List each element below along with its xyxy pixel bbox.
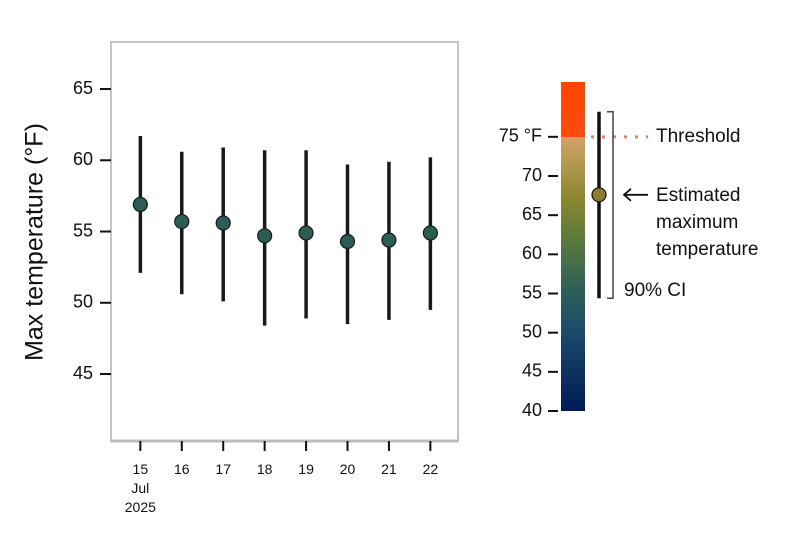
- plot-frame: [110, 41, 459, 442]
- y-tick-label: 55: [73, 220, 93, 240]
- y-tick-label: 45: [73, 363, 93, 383]
- colorbar-tick-label: 65: [522, 204, 542, 224]
- point: [174, 213, 190, 230]
- point: [422, 225, 438, 241]
- legend-point: [591, 187, 607, 203]
- point: [339, 233, 356, 250]
- point: [381, 232, 397, 248]
- colorbar-tick-label: 55: [522, 282, 542, 302]
- threshold-label: Threshold: [656, 126, 741, 147]
- ci-bracket: [607, 111, 614, 299]
- colorbar-tick-label: 75 °F: [499, 126, 542, 146]
- x-tick-label: 18: [257, 461, 273, 477]
- point: [298, 225, 314, 241]
- colorbar-tick-label: 60: [522, 243, 542, 263]
- x-tick-label: 22: [423, 461, 439, 477]
- colorbar-tick-label: 70: [522, 165, 542, 185]
- y-tick-label: 60: [73, 149, 93, 169]
- colorbar-tick-label: 40: [522, 400, 542, 420]
- x-tick-label: 19: [298, 461, 314, 477]
- point: [215, 215, 231, 231]
- y-axis-label: Max temperature (°F): [21, 123, 49, 361]
- y-tick-label: 50: [73, 292, 93, 312]
- x-tick-label: 21: [381, 461, 397, 477]
- x-tick-label: 20: [340, 461, 356, 477]
- x-tick-label: 15 Jul 2025: [125, 461, 156, 515]
- ci-label: 90% CI: [624, 280, 686, 301]
- x-tick-label: 16: [174, 461, 190, 477]
- colorbar: [561, 82, 585, 411]
- legend-label: Estimated maximum temperature: [656, 185, 758, 260]
- colorbar-tick-label: 45: [522, 361, 542, 381]
- point: [132, 196, 148, 213]
- x-tick-label: 17: [215, 461, 231, 477]
- legend-arrow: [622, 188, 648, 202]
- point: [257, 228, 273, 244]
- y-tick-label: 65: [73, 78, 93, 98]
- colorbar-tick-label: 50: [522, 321, 542, 341]
